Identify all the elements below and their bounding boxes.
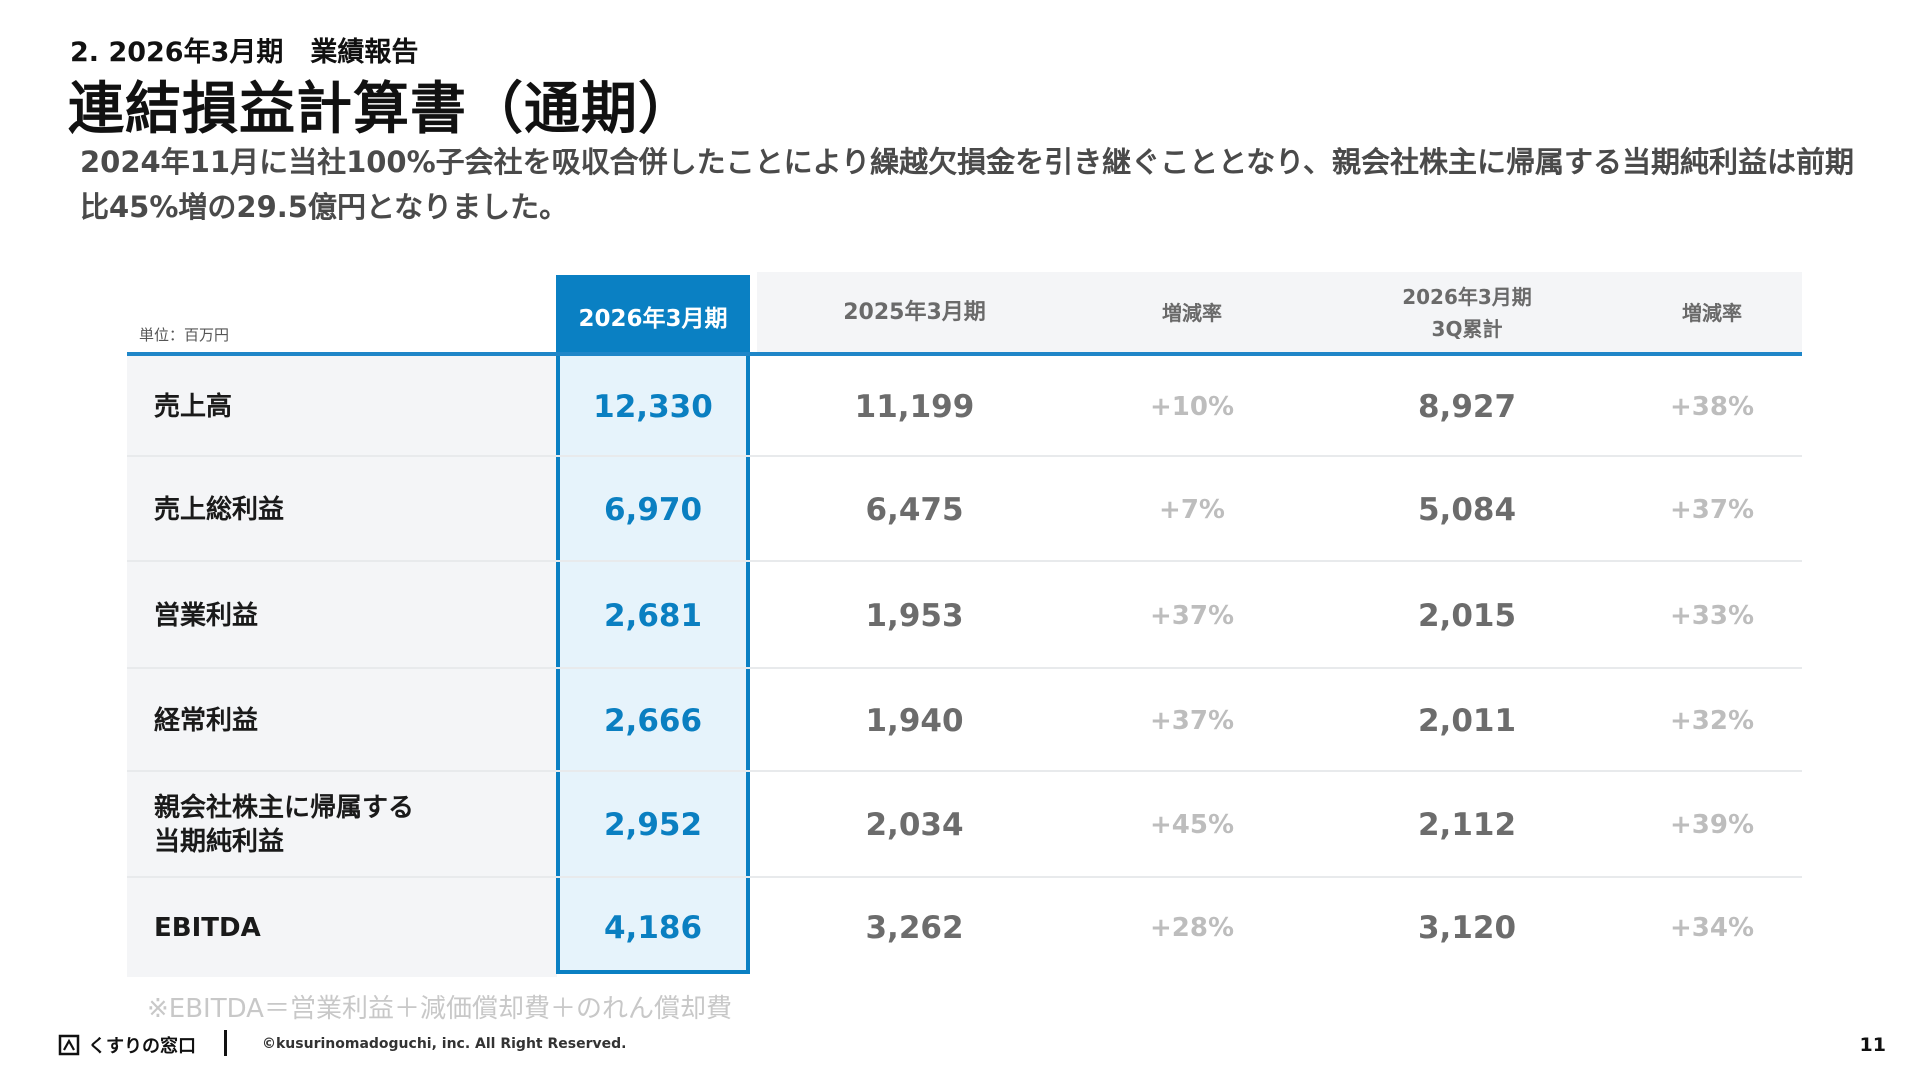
q3-value: 2,112 [1417,807,1517,843]
column-header-change2: 増減率 [1682,301,1742,325]
page-title: 連結損益計算書（通期） [68,77,695,142]
column-header-previous: 2025年3月期 [843,300,986,325]
q3-change-rate: +32% [1669,705,1755,736]
section-label: 2. 2026年3月期 業績報告 [70,37,419,68]
ebitda-footnote: ※EBITDA＝営業利益＋減価償却費＋のれん償却費 [147,994,732,1024]
change-rate: +37% [1149,705,1235,736]
q3-change-rate: +37% [1669,494,1755,525]
q3-value: 2,015 [1417,597,1517,634]
footer-divider [224,1030,227,1056]
previous-value: 2,034 [865,807,964,843]
table-header-band [757,272,1802,354]
current-value: 12,330 [593,388,713,425]
row-label: 売上高 [154,391,233,422]
current-value: 2,666 [603,702,703,739]
table-row: 売上高 12,330 11,199 +10% 8,927 +38% [127,356,1802,457]
current-value: 6,970 [603,491,703,528]
change-rate: +7% [1159,494,1225,525]
logo-text: くすりの窓口 [88,1036,196,1057]
previous-value: 11,199 [854,388,975,425]
previous-value: 1,953 [865,597,964,634]
income-statement-table: 2026年3月期 単位：百万円 2025年3月期 増減率 2026年3月期 3Q… [127,272,1802,977]
row-divider [127,770,1802,772]
change-rate: +37% [1149,600,1235,631]
row-divider [127,560,1802,562]
summary-text: 2024年11月に当社100%子会社を吸収合併したことにより繰越欠損金を引き継ぐ… [80,145,1855,224]
current-value: 4,186 [603,909,703,946]
current-period-highlight [556,275,750,974]
table-row: 親会社株主に帰属する 当期純利益 2,952 2,034 +45% 2,112 … [127,772,1802,878]
current-value: 2,681 [603,597,703,634]
table-row: 経常利益 2,666 1,940 +37% 2,011 +32% [127,669,1802,772]
table-row: 営業利益 2,681 1,953 +37% 2,015 +33% [127,562,1802,669]
row-divider [127,876,1802,878]
previous-value: 3,262 [865,909,964,946]
q3-change-rate: +38% [1669,391,1755,422]
change-rate: +45% [1149,810,1235,840]
table-row: EBITDA 4,186 3,262 +28% 3,120 +34% [127,878,1802,977]
column-header-q3-line1: 2026年3月期 [1402,285,1532,309]
change-rate: +10% [1149,391,1235,422]
row-label: 経常利益 [154,705,259,736]
header-divider [127,352,1802,356]
row-label: EBITDA [154,912,261,943]
change-rate: +28% [1149,912,1235,943]
previous-value: 6,475 [865,491,964,528]
row-label: 売上総利益 [154,494,285,525]
column-header-q3-line2: 3Q累計 [1431,317,1503,341]
current-value: 2,952 [603,807,703,843]
column-header-q3: 2026年3月期 3Q累計 [1312,272,1622,354]
q3-value: 8,927 [1417,388,1517,425]
page-number: 11 [1859,1034,1886,1056]
q3-value: 3,120 [1417,909,1517,946]
table-row: 売上総利益 6,970 6,475 +7% 5,084 +37% [127,457,1802,562]
previous-value: 1,940 [865,702,964,739]
row-divider [127,667,1802,669]
q3-change-rate: +33% [1669,600,1755,631]
q3-change-rate: +39% [1669,810,1755,840]
unit-label: 単位：百万円 [139,326,230,344]
q3-change-rate: +34% [1669,912,1755,943]
q3-value: 5,084 [1417,491,1517,528]
company-logo: くすりの窓口 [58,1032,196,1058]
copyright: ©kusurinomadoguchi, inc. All Right Reser… [262,1036,627,1052]
row-label: 営業利益 [154,600,259,631]
row-label: 親会社株主に帰属する 当期純利益 [154,793,415,857]
column-header-change1: 増減率 [1162,301,1222,325]
column-header-current: 2026年3月期 [556,275,750,356]
label-column-background [127,356,557,977]
q3-value: 2,011 [1417,702,1517,739]
kusurinomadoguchi-logo-icon [58,1034,80,1056]
row-divider [127,455,1802,457]
